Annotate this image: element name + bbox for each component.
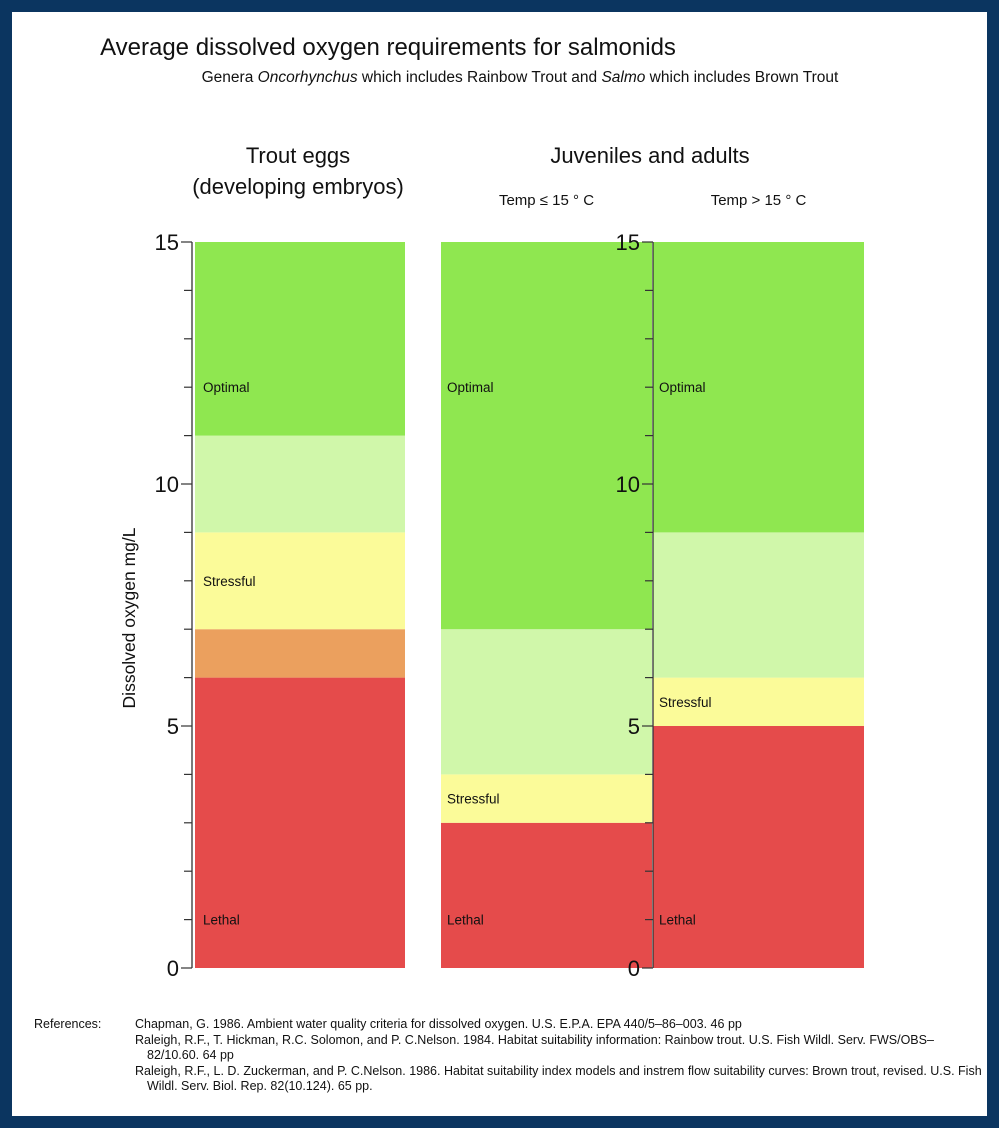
reference-3: Raleigh, R.F., L. D. Zuckerman, and P. C… xyxy=(34,1064,984,1095)
zone-label: Lethal xyxy=(447,913,484,928)
zone-segment xyxy=(653,677,864,726)
zone-segment xyxy=(195,677,405,968)
zone-segment xyxy=(441,629,652,775)
zone-segment xyxy=(195,242,405,436)
reference-text: Raleigh, R.F., T. Hickman, R.C. Solomon,… xyxy=(135,1032,934,1063)
y-axis-label: Dissolved oxygen mg/L xyxy=(119,527,139,708)
references-label: References: xyxy=(34,1017,102,1031)
reference-1: References: Chapman, G. 1986. Ambient wa… xyxy=(34,1017,984,1033)
zone-segment xyxy=(195,435,405,533)
zone-label: Lethal xyxy=(659,913,696,928)
dissolved-oxygen-chart: Average dissolved oxygen requirements fo… xyxy=(100,34,864,981)
y-tick-label: 5 xyxy=(167,714,179,739)
zone-segment xyxy=(441,774,652,823)
reference-text: Raleigh, R.F., L. D. Zuckerman, and P. C… xyxy=(135,1063,982,1094)
zone-segment xyxy=(195,532,405,630)
figure-frame: Average dissolved oxygen requirements fo… xyxy=(12,12,987,1116)
reference-text: Chapman, G. 1986. Ambient water quality … xyxy=(135,1017,742,1031)
zone-segment xyxy=(653,532,864,678)
y-tick-label: 15 xyxy=(616,230,640,255)
column-header: Temp ≤ 15 ° C xyxy=(499,192,594,209)
y-tick-label: 15 xyxy=(155,230,179,255)
zone-segment xyxy=(441,822,652,968)
y-tick-label: 10 xyxy=(616,472,640,497)
eggs-heading-line1: Trout eggs xyxy=(246,143,350,168)
y-tick-label: 10 xyxy=(155,472,179,497)
juveniles-heading: Juveniles and adults xyxy=(550,143,749,168)
zone-label: Stressful xyxy=(659,695,712,710)
zone-segment xyxy=(195,629,405,678)
zone-segment xyxy=(653,242,864,533)
column-header: Temp > 15 ° C xyxy=(711,192,807,209)
zone-label: Stressful xyxy=(203,574,256,589)
zone-label: Optimal xyxy=(203,380,250,395)
y-tick-label: 5 xyxy=(628,714,640,739)
y-tick-label: 0 xyxy=(628,956,640,981)
zone-label: Optimal xyxy=(659,380,706,395)
zone-label: Stressful xyxy=(447,792,500,807)
y-tick-label: 0 xyxy=(167,956,179,981)
chart-subtitle: Genera Oncorhynchus which includes Rainb… xyxy=(202,69,839,86)
zone-label: Lethal xyxy=(203,913,240,928)
references-block: References: Chapman, G. 1986. Ambient wa… xyxy=(34,1017,984,1095)
zone-label: Optimal xyxy=(447,380,494,395)
zone-segment xyxy=(441,242,652,630)
eggs-heading-line2: (developing embryos) xyxy=(192,174,404,199)
reference-2: Raleigh, R.F., T. Hickman, R.C. Solomon,… xyxy=(34,1033,984,1064)
zone-segment xyxy=(653,726,864,968)
chart-title: Average dissolved oxygen requirements fo… xyxy=(100,34,676,61)
